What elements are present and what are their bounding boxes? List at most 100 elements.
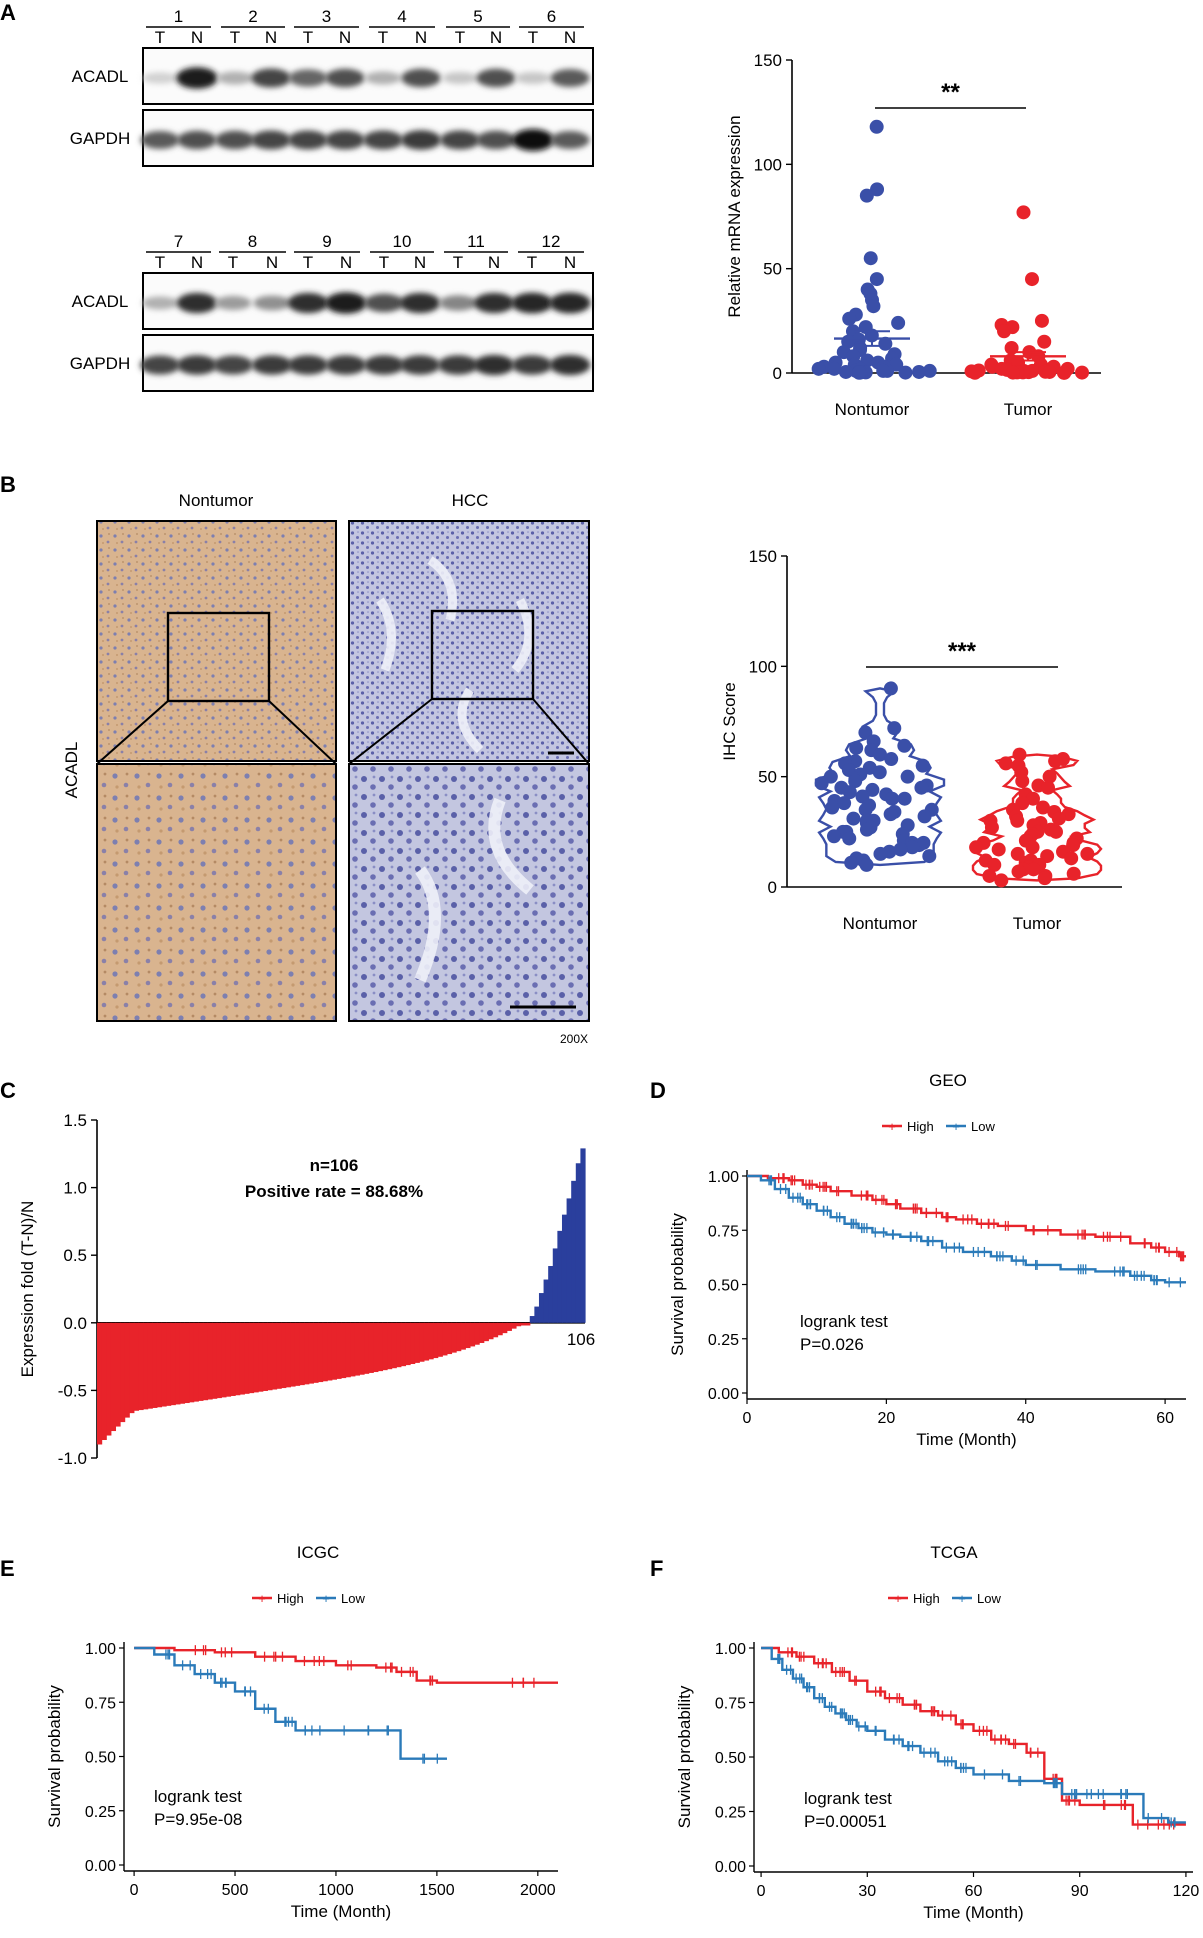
- legend-label: Low: [977, 1591, 1001, 1606]
- blot-band: [399, 292, 441, 314]
- blot-band: [288, 69, 328, 87]
- data-point: [991, 842, 1006, 857]
- bar-positive: [534, 1306, 540, 1323]
- blot-lane-n: N: [340, 253, 352, 272]
- data-point: [1040, 780, 1055, 795]
- blot-lane-n: N: [490, 28, 502, 47]
- blot-band: [511, 292, 553, 314]
- bar-negative: [216, 1322, 222, 1399]
- blot-lane-t: T: [155, 28, 165, 47]
- data-point: [885, 791, 900, 806]
- blot-band: [251, 68, 291, 88]
- y-tick-label: 0.25: [708, 1332, 739, 1349]
- bar-negative: [248, 1322, 255, 1394]
- panel-letter-D: D: [650, 1078, 666, 1103]
- y-tick-label: 0.50: [85, 1750, 116, 1767]
- x-tick-label: 1000: [318, 1882, 354, 1899]
- bar-negative: [433, 1322, 439, 1359]
- bar-negative: [143, 1322, 149, 1410]
- bar-negative: [290, 1322, 296, 1387]
- blot-band: [439, 295, 477, 311]
- blot-lane-number: 5: [473, 7, 482, 26]
- y-tick-label: 0: [773, 364, 782, 383]
- survival-curve: [747, 1174, 1186, 1284]
- legend-label: Low: [341, 1591, 365, 1606]
- data-point: [914, 780, 929, 795]
- bar-negative: [110, 1322, 117, 1432]
- legend-label: Low: [971, 1119, 995, 1134]
- bar-negative: [382, 1322, 388, 1371]
- bar-negative: [442, 1322, 448, 1356]
- bar-negative: [244, 1322, 250, 1394]
- p-value-label: P=9.95e-08: [154, 1810, 242, 1829]
- data-point: [1037, 871, 1052, 886]
- data-point: [1016, 205, 1031, 220]
- panel-letter-E: E: [0, 1556, 15, 1581]
- legend-label: High: [277, 1591, 304, 1606]
- bar-negative: [271, 1322, 278, 1390]
- blot-band: [442, 72, 478, 84]
- bar-negative: [410, 1322, 416, 1365]
- bar-negative: [506, 1322, 512, 1331]
- blot-band: [473, 292, 515, 314]
- bar-negative: [299, 1322, 305, 1386]
- data-point: [863, 251, 878, 266]
- bar-negative: [460, 1322, 466, 1350]
- blot-lane-n: N: [415, 28, 427, 47]
- x-axis-label: Time (Month): [291, 1902, 391, 1921]
- legend-plus: +: [322, 1591, 330, 1606]
- blot-band: [140, 355, 180, 375]
- bar-negative: [308, 1322, 314, 1384]
- blot-band: [550, 131, 590, 149]
- data-point: [915, 758, 930, 773]
- bar-negative: [391, 1322, 397, 1369]
- data-point: [827, 829, 842, 844]
- bar-negative: [437, 1322, 443, 1357]
- bar-negative: [294, 1322, 301, 1386]
- bar-negative: [483, 1322, 489, 1342]
- blot-band: [440, 130, 480, 150]
- bar-negative: [230, 1322, 236, 1396]
- survival-curve: [761, 1646, 1186, 1826]
- blot-row-label: ACADL: [72, 292, 129, 311]
- x-tick-label: 2000: [520, 1882, 556, 1899]
- blot-lane-number: 4: [397, 7, 406, 26]
- data-point: [1025, 791, 1040, 806]
- bar-negative: [336, 1322, 342, 1379]
- magnification-label: 200X: [560, 1032, 588, 1046]
- data-point: [870, 182, 885, 197]
- chart-title: ICGC: [297, 1543, 340, 1562]
- y-tick-label: 0.00: [708, 1386, 739, 1403]
- blot-lane-number: 10: [393, 232, 412, 251]
- mrna-expression-chart: 0 50 100 150 Relative mRNA expression Nontumo…: [725, 51, 1101, 419]
- bar-negative: [115, 1322, 121, 1427]
- bar-end-label: 106: [567, 1330, 595, 1349]
- y-tick-label: -1.0: [58, 1449, 87, 1468]
- logrank-label: logrank test: [800, 1312, 888, 1331]
- data-point: [1025, 840, 1040, 855]
- zoom-line: [532, 698, 590, 765]
- data-point: [900, 769, 915, 784]
- data-point: [897, 738, 912, 753]
- bar-negative: [285, 1322, 291, 1388]
- data-point: [987, 857, 1002, 872]
- blot-band: [325, 68, 365, 88]
- hcc-vessel-marks: [414, 797, 534, 983]
- blot-lane-t: T: [379, 253, 389, 272]
- data-point: [912, 364, 927, 379]
- bar-negative: [198, 1322, 204, 1401]
- data-point: [1012, 747, 1027, 762]
- y-tick-label: 1.00: [715, 1641, 746, 1658]
- blot-band: [217, 71, 253, 85]
- data-point: [842, 831, 857, 846]
- data-point: [825, 800, 840, 815]
- bar-negative: [262, 1322, 268, 1391]
- expression-fold-chart: -1.0 -0.5 0.0 0.5 1.0 1.5 Expression fold (T-N…: [18, 1111, 595, 1468]
- icgc-survival-chart: ICGC + High + Low 0.00 0.25 0.50 0.75 1.00 0 500 100…: [45, 1543, 558, 1921]
- y-tick-label: 1.5: [63, 1111, 87, 1130]
- blot-row-label: ACADL: [72, 67, 129, 86]
- data-point: [982, 868, 997, 883]
- data-point: [1048, 754, 1063, 769]
- blot-band: [325, 355, 367, 375]
